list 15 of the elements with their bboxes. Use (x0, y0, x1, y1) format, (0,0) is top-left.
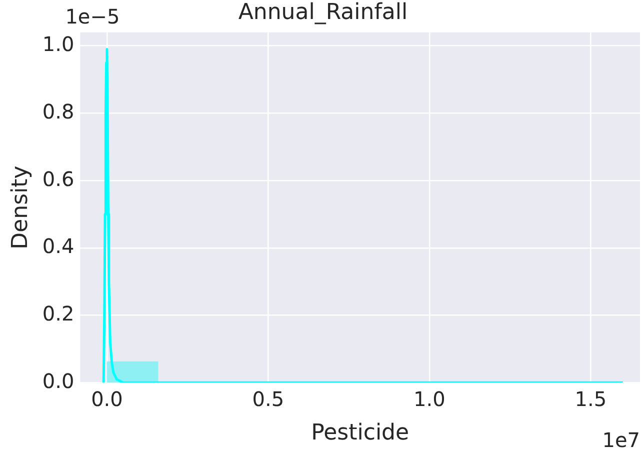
x-tick-label: 0.0 (91, 386, 123, 411)
y-tick-label: 0.2 (42, 301, 74, 326)
x-tick-label: 1.0 (414, 386, 446, 411)
text: 1e7 (602, 428, 640, 452)
x-axis-title: Pesticide (311, 420, 410, 446)
y-tick-label: 0.6 (42, 166, 74, 191)
y-tick-label: 1.0 (42, 32, 74, 56)
x-tick-label: 0.5 (252, 386, 284, 411)
y-tick-label: 0.0 (42, 368, 74, 393)
x-tick-label: 1.5 (574, 386, 607, 411)
y-tick-label: 0.8 (42, 99, 74, 124)
chart-title: Annual_Rainfall (238, 0, 408, 25)
text: 1e−5 (65, 4, 120, 29)
y-axis-title: Density (8, 166, 33, 250)
y-tick-label: 0.4 (42, 234, 74, 258)
